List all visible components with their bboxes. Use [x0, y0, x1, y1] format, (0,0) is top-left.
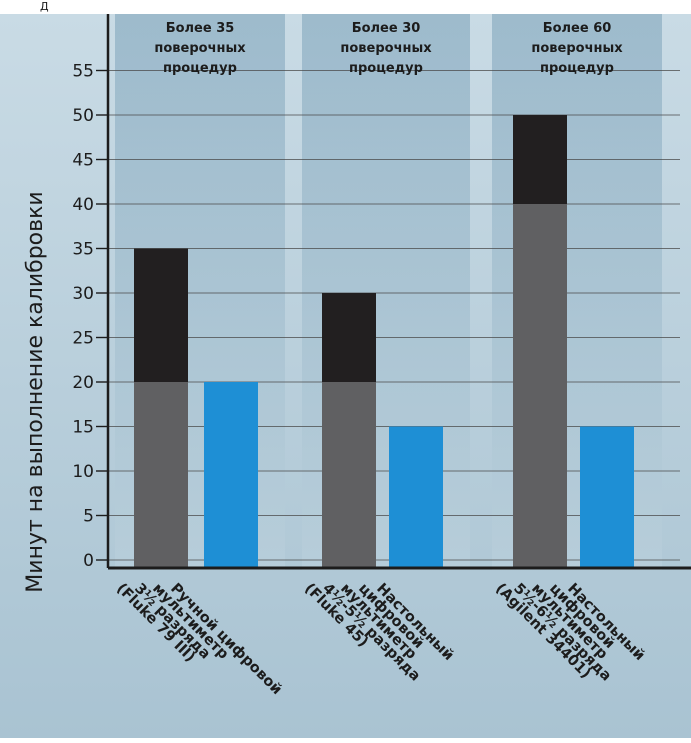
group-2-header-line-1: Более 30 [352, 21, 421, 36]
bar-g1-b1-seg2 [134, 248, 188, 382]
y-tick-label-20: 20 [72, 373, 94, 393]
bars-layer [134, 115, 634, 567]
y-tick-label-25: 25 [72, 329, 94, 349]
y-tick-label-50: 50 [72, 106, 94, 126]
group-3-header-line-3: процедур [540, 61, 614, 76]
bar-g2-b2-seg1 [389, 426, 443, 567]
bar-g3-b1-seg1 [513, 204, 567, 567]
group-1-header-line-1: Более 35 [166, 21, 235, 36]
bar-g3-b1-seg2 [513, 115, 567, 204]
group-bands [115, 14, 662, 570]
y-tick-label-5: 5 [83, 507, 94, 527]
y-tick-label-55: 55 [72, 62, 94, 82]
group-3-header-line-1: Более 60 [543, 21, 612, 36]
y-tick-label-30: 30 [72, 284, 94, 304]
bar-g1-b2-seg1 [204, 382, 258, 567]
y-tick-label-0: 0 [83, 551, 94, 571]
bar-g1-b1-seg1 [134, 382, 188, 567]
group-1-header-line-2: поверочных [154, 41, 246, 56]
y-tick-label-35: 35 [72, 240, 94, 260]
axes-layer [96, 14, 691, 570]
y-tick-label-15: 15 [72, 418, 94, 438]
group-2-header-line-3: процедур [349, 61, 423, 76]
bar-g2-b1-seg2 [322, 293, 376, 382]
top-header-fragment: Д [40, 0, 49, 13]
y-tick-label-10: 10 [72, 462, 94, 482]
y-axis-label: Минут на выполнение калибровки [23, 191, 48, 592]
group-2-header-line-2: поверочных [340, 41, 432, 56]
group-3-header-line-2: поверочных [531, 41, 623, 56]
group-1-header-line-3: процедур [163, 61, 237, 76]
y-tick-label-40: 40 [72, 195, 94, 215]
bar-g3-b2-seg1 [580, 426, 634, 567]
y-tick-label-45: 45 [72, 151, 94, 171]
bar-g2-b1-seg1 [322, 382, 376, 567]
